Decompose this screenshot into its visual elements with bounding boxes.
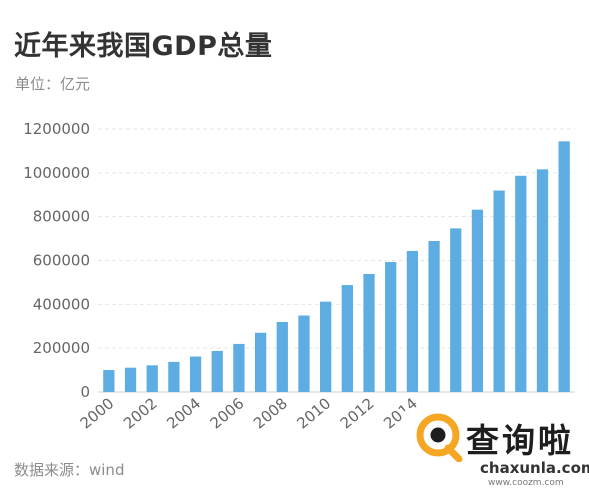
bar [558, 141, 570, 392]
magnifier-q-icon [416, 413, 463, 462]
y-tick-label: 600000 [33, 252, 90, 270]
x-tick-label: 2004 [163, 394, 204, 432]
y-tick-label: 1200000 [23, 120, 90, 138]
y-tick-label: 200000 [33, 339, 90, 357]
bar [189, 356, 202, 392]
x-tick-label: 2012 [337, 394, 378, 432]
bar [515, 175, 527, 392]
bar [254, 332, 267, 392]
bar [298, 315, 310, 392]
chart-title: 近年来我国GDP总量 [14, 31, 273, 62]
bar [211, 350, 223, 392]
bar [276, 321, 288, 392]
bar [124, 367, 137, 392]
bar [450, 228, 462, 392]
watermark-domain: chaxunla.com [480, 459, 589, 477]
bar [428, 241, 440, 392]
unit-label: 单位：亿元 [15, 75, 91, 93]
bar [146, 365, 158, 392]
bar [341, 285, 353, 392]
bar [233, 343, 245, 392]
bar [168, 361, 180, 392]
x-axis-ticks: 2000 2002 2004 2006 2008 2010 2012 2014 [77, 394, 421, 432]
bar [536, 169, 549, 392]
bar [320, 301, 332, 392]
bar [471, 209, 484, 392]
watermark-brand: 查询啦 [466, 421, 574, 460]
y-tick-label: 0 [80, 383, 90, 401]
watermark-small-domain: www.coozm.com [488, 478, 564, 488]
x-tick-label: 2008 [250, 394, 291, 432]
bar [103, 370, 115, 392]
bar [385, 262, 397, 392]
bar [493, 190, 505, 392]
y-axis-ticks: 0 200000 400000 600000 800000 1000000 1200000 [23, 120, 90, 401]
bar [406, 250, 419, 392]
source-label: 数据来源：wind [14, 461, 125, 479]
bar [363, 273, 375, 392]
bars [103, 141, 570, 392]
y-tick-label: 800000 [33, 208, 90, 226]
watermark: 查询啦 chaxunla.com www.coozm.com [404, 408, 589, 494]
y-tick-label: 1000000 [23, 164, 90, 182]
x-tick-label: 2010 [293, 394, 334, 432]
x-tick-label: 2006 [207, 394, 248, 432]
x-tick-label: 2002 [120, 394, 161, 432]
y-tick-label: 400000 [33, 295, 90, 313]
